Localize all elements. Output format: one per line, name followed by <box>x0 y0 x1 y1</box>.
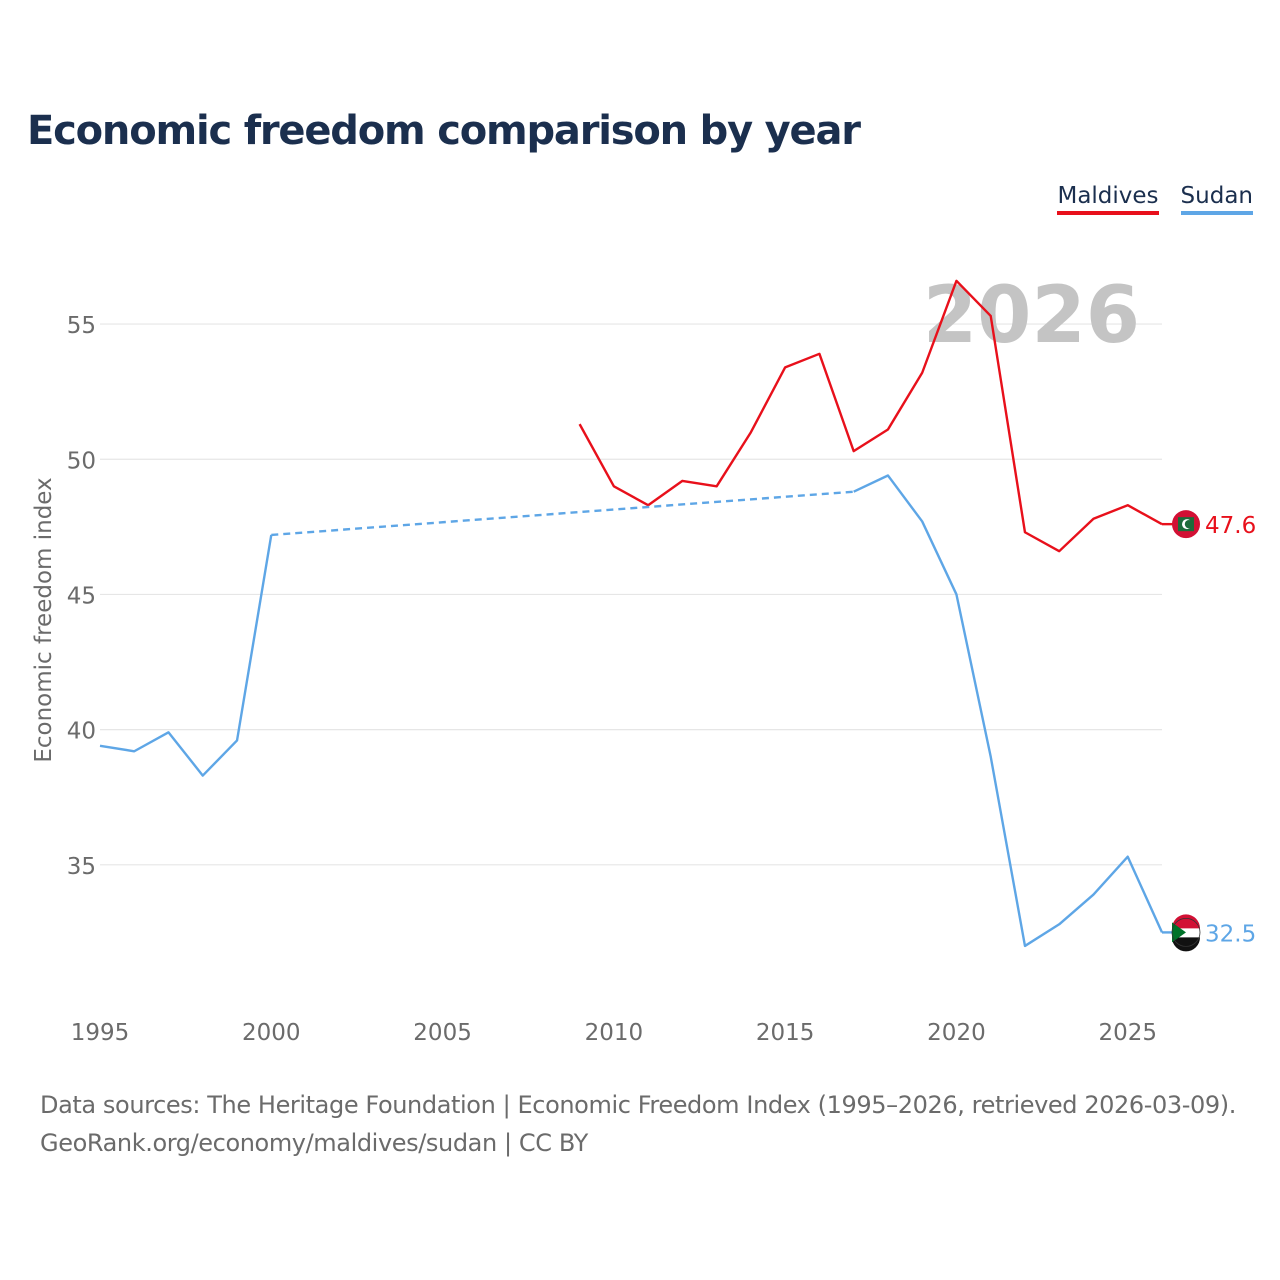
y-tick-label-45: 45 <box>67 583 96 609</box>
flag-sudan-black <box>1172 937 1200 952</box>
flag-sudan-icon <box>1171 914 1201 952</box>
y-tick-label-50: 50 <box>67 448 96 474</box>
flag-sudan-triangle <box>1172 922 1186 943</box>
flag-maldives-crescent-cut <box>1184 519 1194 529</box>
series-line-sudan-0 <box>99 534 273 777</box>
source-note: Data sources: The Heritage Foundation | … <box>40 1086 1236 1162</box>
legend-item-sudan[interactable]: Sudan <box>1180 183 1253 215</box>
x-tick-label-2000: 2000 <box>242 1020 301 1046</box>
y-tick-label-35: 35 <box>67 854 96 880</box>
series-line-maldives-0 <box>578 279 1163 553</box>
x-tick-label-2020: 2020 <box>927 1020 986 1046</box>
end-value-label-maldives: 47.6 <box>1205 513 1256 539</box>
y-tick-label-55: 55 <box>67 313 96 339</box>
x-tick-label-1995: 1995 <box>71 1020 130 1046</box>
year-watermark: 2026 <box>923 271 1140 361</box>
chart-title: Economic freedom comparison by year <box>27 108 861 154</box>
source-line-1: Data sources: The Heritage Foundation | … <box>40 1091 1236 1119</box>
x-tick-label-2005: 2005 <box>413 1020 472 1046</box>
legend-item-maldives[interactable]: Maldives <box>1057 183 1159 215</box>
series-line-sudan-1 <box>853 474 1164 948</box>
source-line-2[interactable]: GeoRank.org/economy/maldives/sudan | CC … <box>40 1129 588 1157</box>
flag-maldives-icon <box>1172 510 1200 539</box>
x-tick-label-2015: 2015 <box>756 1020 815 1046</box>
series-gap-sudan <box>271 490 854 537</box>
y-axis-label: Economic freedom index <box>31 477 57 762</box>
x-tick-label-2010: 2010 <box>585 1020 644 1046</box>
legend: Maldives Sudan <box>1057 183 1253 215</box>
x-tick-label-2025: 2025 <box>1098 1020 1157 1046</box>
flag-sudan-red <box>1172 914 1200 929</box>
flag-sudan-outline <box>1171 918 1201 947</box>
end-value-label-sudan: 32.5 <box>1205 921 1256 947</box>
y-tick-label-40: 40 <box>67 719 96 745</box>
